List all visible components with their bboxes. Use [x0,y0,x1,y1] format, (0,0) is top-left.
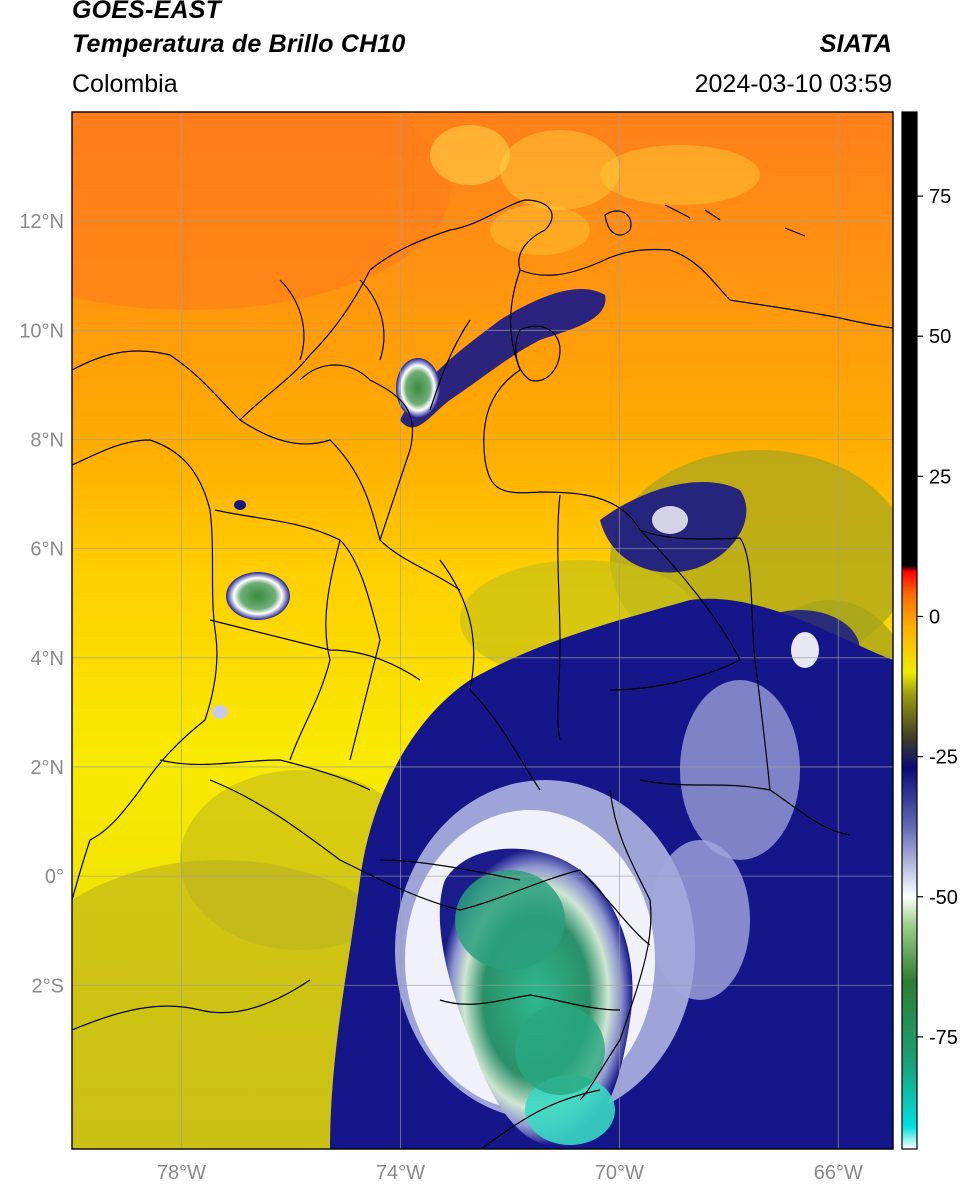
department-lines-8 [279,279,305,361]
timestamp-label: 2024-03-10 03:59 [694,70,892,98]
lat-tick-label: 2°N [30,757,64,779]
map-frame [71,111,894,1150]
lon-tick-label: 78°W [157,1162,206,1184]
storm-cell-choco [226,572,290,620]
colorbar-tick-label: 25 [929,466,951,488]
lat-tick-label: 6°N [30,539,64,561]
lat-tick-label: 0° [45,866,64,888]
venezuela-inner-3 [639,779,851,836]
lon-tick-label: 74°W [376,1162,425,1184]
storm-cell-caribbean [396,358,440,418]
colorbar-tick-label: 75 [929,186,951,208]
lon-tick-label: 66°W [814,1162,863,1184]
colombia-venezuela-border [483,269,771,791]
brazil-south-line [480,1089,601,1149]
colombia-peru-ecuador-border [209,779,651,946]
department-lines-4 [209,619,421,681]
source-brand: SIATA [819,30,892,58]
island-3 [784,227,806,237]
maracaibo-lake [515,325,561,382]
department-lines-2 [299,364,414,541]
product-title: Temperatura de Brillo CH10 [72,30,406,58]
department-lines-9 [359,279,385,361]
colorbar: 75 50 25 0 -25 -50 -75 [901,111,958,1150]
paraguana [604,210,632,236]
northern-cloud-band [400,289,606,428]
department-lines-5 [159,759,371,791]
lat-tick-label: 4°N [30,648,64,670]
department-lines-3 [214,509,381,761]
colorbar-tick-label: 0 [929,606,940,628]
department-lines-7 [439,559,541,791]
lat-tick-label: 8°N [30,429,64,451]
lat-tick-label: 2°S [32,975,64,997]
colorbar-tick-label: -50 [929,887,958,909]
island-2 [704,209,721,221]
latitude-tick-labels: 12°N 10°N 8°N 6°N 4°N 2°N 0° 2°S [19,211,64,997]
lon-tick-label: 70°W [595,1162,644,1184]
colorbar-tick-label: 50 [929,326,951,348]
amazon-line [379,859,521,881]
coastline-pacific [72,439,218,901]
department-lines-10 [429,319,471,411]
island-1 [664,204,691,219]
department-lines-1 [239,419,461,591]
colorbar-tick-label: -75 [929,1027,958,1049]
satellite-title: GOES-EAST [72,0,222,24]
borders [72,199,893,1149]
warm-region [72,112,450,310]
colorbar-frame [901,111,918,1150]
peru-border [439,994,621,1011]
graticule [72,112,893,1149]
colorbar-tick-label: -25 [929,747,958,769]
venezuela-inner-2 [609,529,741,691]
colombia-brazil-border [579,789,652,1101]
satellite-imagery [72,112,893,1149]
colorbar-ticks: 75 50 25 0 -25 -50 -75 [917,186,958,1049]
region-label: Colombia [72,70,178,98]
lat-tick-label: 12°N [19,211,64,233]
peru-south-line [72,979,311,1031]
department-lines-6 [289,539,341,761]
colorbar-ramp [902,112,917,1149]
venezuela-inner-1 [557,494,561,741]
lat-tick-label: 10°N [19,320,64,342]
longitude-tick-labels: 78°W 74°W 70°W 66°W [157,1162,863,1184]
